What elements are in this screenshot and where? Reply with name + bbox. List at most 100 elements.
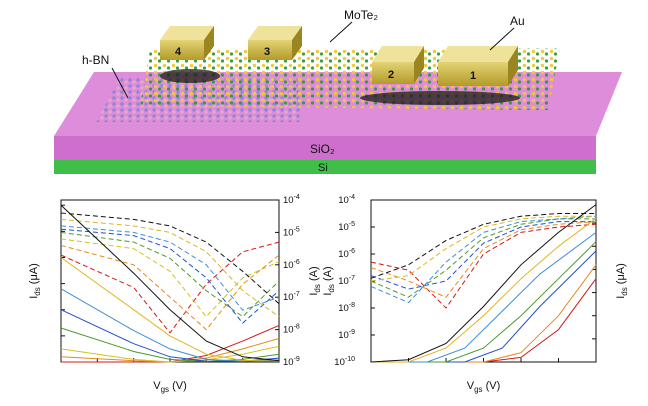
y-right-tick-label-exp: -8 <box>294 324 300 331</box>
y-left-tick-label: 10-8 <box>338 302 355 314</box>
y-left-axis-title-main: I <box>28 296 40 299</box>
y-left-tick-label: 10-7 <box>338 275 355 287</box>
y-right-tick-label: 10-8 <box>283 324 300 336</box>
y-right-axis-title: Ids (μA) <box>615 263 629 299</box>
y-right-tick-label-exp: -6 <box>294 259 300 266</box>
y-left-tick-label-exp: -6 <box>349 248 355 255</box>
series-log-line <box>370 215 596 282</box>
y-right-axis-title-unit: (μA) <box>615 263 627 287</box>
y-right-tick-label-base: 10 <box>283 260 294 271</box>
series-log-line <box>60 212 280 305</box>
x-axis-title: Vgs (V) <box>153 380 187 394</box>
electrode-3: 3 <box>248 26 302 60</box>
device-schematic: 4 3 2 1 MoTe₂ Au h-BN SiO₂ Si <box>54 8 622 174</box>
series-linear-line <box>61 324 280 363</box>
y-left-tick-label-base: 10 <box>338 249 349 260</box>
y-right-tick-label-base: 10 <box>283 357 294 368</box>
electrode-label-1: 1 <box>470 70 476 82</box>
y-left-axis-title: Ids (A) <box>322 266 336 295</box>
flake-hole <box>160 69 220 83</box>
y-left-tick-label-base: 10 <box>338 222 349 233</box>
y-left-axis-title: Ids (μA) <box>28 263 42 299</box>
y-left-tick-label-exp: -8 <box>349 302 355 309</box>
y-left-tick-label-exp: -4 <box>349 194 355 201</box>
series-log-line <box>370 221 597 298</box>
y-left-tick-label: 10-4 <box>338 194 355 206</box>
series-log-line <box>60 218 280 318</box>
y-left-tick-label-exp: -9 <box>349 329 355 336</box>
y-left-tick-label: 10-5 <box>338 221 355 233</box>
series-log-line <box>60 228 280 324</box>
series-log-line <box>60 231 280 318</box>
series-linear-line <box>371 241 597 363</box>
series-log-line <box>370 221 596 290</box>
x-axis-title-unit: (V) <box>169 380 187 392</box>
electrode-label-3: 3 <box>264 46 270 58</box>
sio2-front-face <box>54 136 596 160</box>
x-axis-title-sub: gs <box>161 385 169 394</box>
si-label: Si <box>318 162 328 174</box>
series-log-line <box>370 218 596 298</box>
y-left-tick-label-exp: -10 <box>345 356 355 363</box>
y-right-tick-label: 10-4 <box>283 194 300 206</box>
y-right-tick-label-exp: -9 <box>294 356 300 363</box>
y-right-tick-label-base: 10 <box>283 292 294 303</box>
y-right-tick-label-base: 10 <box>283 195 294 206</box>
y-left-axis-title-unit: (A) <box>322 266 334 284</box>
y-right-tick-label: 10-7 <box>283 291 300 303</box>
electrode-2: 2 <box>372 46 424 84</box>
series-log-line <box>370 215 597 304</box>
y-right-axis-title: Ids (A) <box>308 266 322 295</box>
y-right-tick-label: 10-9 <box>283 356 300 368</box>
electrode-1: 1 <box>438 46 518 86</box>
x-axis-title-unit: (V) <box>483 380 501 392</box>
y-right-tick-label-base: 10 <box>283 227 294 238</box>
y-right-axis-title-sub: ds <box>313 284 322 292</box>
y-right-axis-title-unit: (A) <box>308 266 320 284</box>
y-left-tick-label: 10-9 <box>338 329 355 341</box>
y-left-tick-label-base: 10 <box>334 357 345 368</box>
flake-hole <box>360 91 520 105</box>
y-right-axis-title-main: I <box>615 296 627 299</box>
y-left-tick-label: 10-6 <box>338 248 355 260</box>
series-linear-line <box>371 231 597 363</box>
y-right-tick-label-base: 10 <box>283 325 294 336</box>
y-left-tick-label-base: 10 <box>338 195 349 206</box>
series-log-line <box>370 213 596 279</box>
series-log-line <box>60 238 280 318</box>
series-linear-line <box>371 278 597 363</box>
au-label: Au <box>510 14 525 28</box>
series-log-line <box>60 244 280 331</box>
hbn-label: h-BN <box>82 53 109 67</box>
au-pointer <box>489 27 515 51</box>
y-left-axis-title-sub: ds <box>327 284 336 292</box>
y-left-axis-title-main: I <box>322 293 334 296</box>
y-left-axis-title-unit: (μA) <box>28 263 40 287</box>
si-layer <box>54 160 596 174</box>
series-log-line <box>60 241 280 334</box>
y-left-tick-label-base: 10 <box>338 330 349 341</box>
y-left-tick-label: 10-10 <box>334 356 355 368</box>
y-right-tick-label-exp: -7 <box>294 291 300 298</box>
y-right-axis-title-main: I <box>308 293 320 296</box>
y-left-tick-label-exp: -7 <box>349 275 355 282</box>
y-left-tick-label-base: 10 <box>338 303 349 314</box>
series-linear-line <box>370 204 597 363</box>
x-axis-title-main: V <box>467 380 475 392</box>
y-right-tick-label-exp: -5 <box>294 226 300 233</box>
series-log-line <box>60 225 280 311</box>
x-axis-title-main: V <box>153 380 161 392</box>
electrode-4: 4 <box>160 26 214 60</box>
x-axis-title-sub: gs <box>474 385 482 394</box>
electrode-label-2: 2 <box>388 69 394 81</box>
y-right-axis-title-sub: ds <box>620 287 629 295</box>
y-right-tick-label: 10-5 <box>283 226 300 238</box>
y-left-tick-label-exp: -5 <box>349 221 355 228</box>
mote2-pointer <box>329 21 353 43</box>
y-right-tick-label: 10-6 <box>283 259 300 271</box>
mote2-label: MoTe₂ <box>344 8 378 22</box>
series-linear-line <box>60 257 280 362</box>
series-linear-line <box>60 204 280 362</box>
